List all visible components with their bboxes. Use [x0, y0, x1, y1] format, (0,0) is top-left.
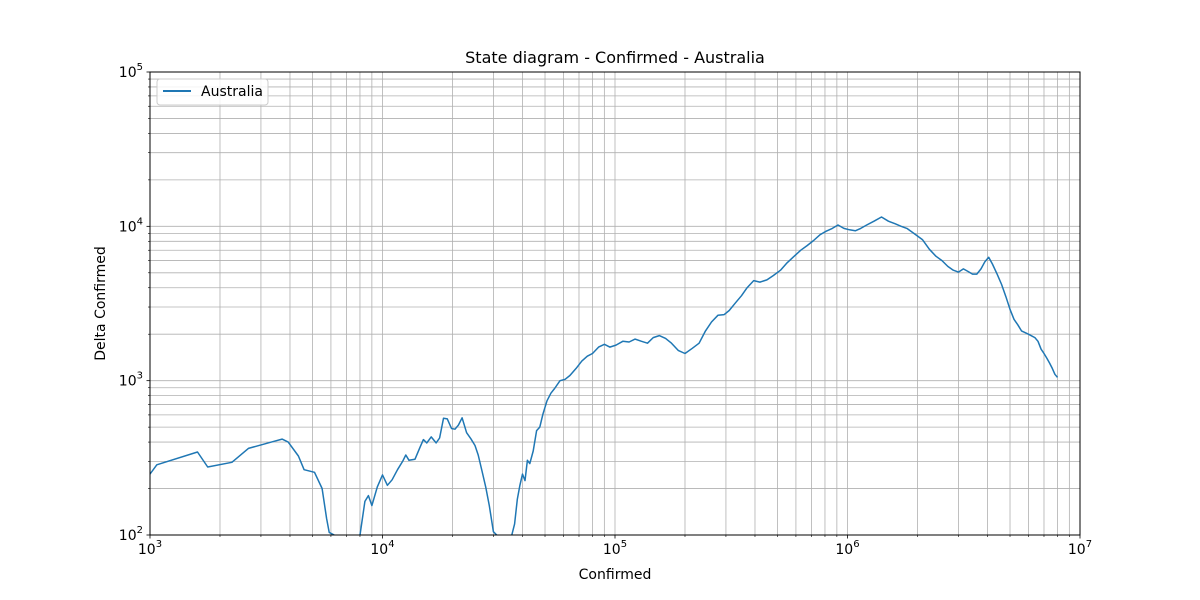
series-line-segment [150, 438, 335, 535]
series-group [150, 216, 1059, 535]
x-tick-label: 105 [603, 539, 627, 558]
x-tick-label: 106 [835, 539, 859, 558]
y-tick-label: 105 [119, 62, 143, 81]
legend: Australia [156, 78, 269, 106]
x-tick-label: 103 [138, 539, 162, 558]
series-line-segment [359, 417, 498, 535]
x-axis-label: Confirmed [579, 567, 652, 583]
legend-box [156, 78, 269, 106]
y-tick-label: 104 [119, 216, 143, 235]
chart-title: State diagram - Confirmed - Australia [465, 48, 765, 67]
legend-label: Australia [201, 84, 263, 100]
x-tick-label: 107 [1068, 539, 1092, 558]
series-line-segment [511, 216, 1059, 535]
y-tick-label: 103 [119, 371, 143, 390]
x-tick-label: 104 [370, 539, 394, 558]
grid-lines [149, 72, 1080, 536]
y-tick-label: 102 [119, 525, 143, 544]
y-axis-label: Delta Confirmed [93, 246, 109, 360]
